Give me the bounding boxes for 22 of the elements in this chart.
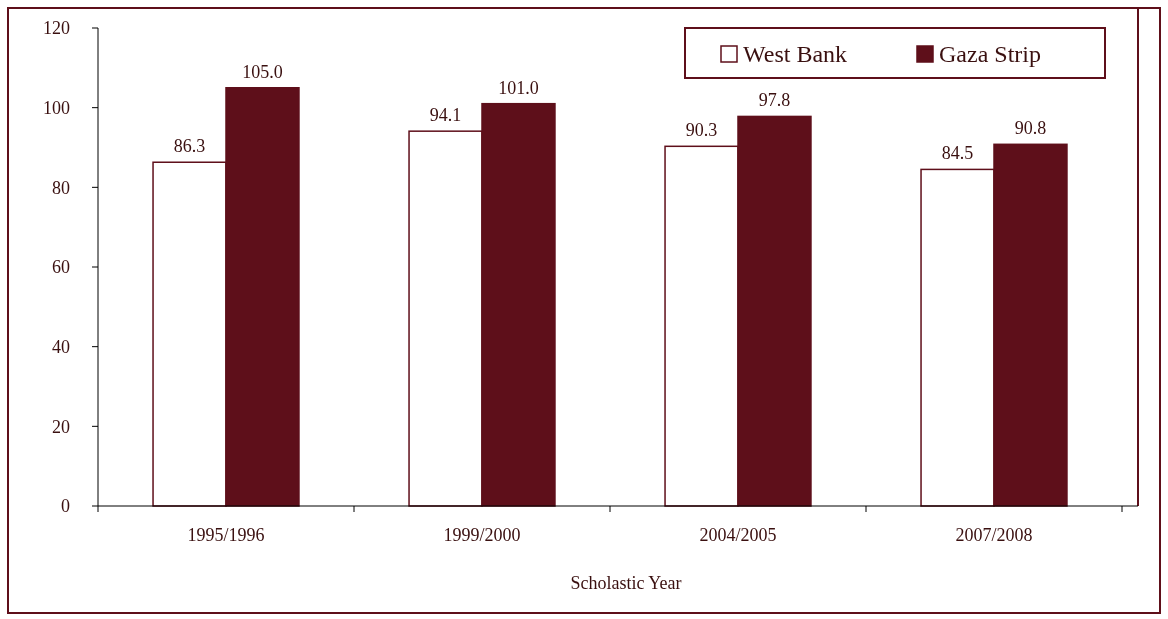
legend-label: Gaza Strip	[939, 41, 1041, 68]
data-label: 90.8	[1014, 118, 1047, 139]
y-tick-label: 40	[52, 336, 70, 357]
data-label: 84.5	[941, 143, 974, 164]
data-label: 86.3	[173, 136, 206, 157]
y-tick-label: 80	[52, 177, 70, 198]
y-tick-label: 20	[52, 416, 70, 437]
data-label: 90.3	[685, 120, 718, 141]
x-tick-label: 2007/2008	[955, 525, 1033, 545]
x-tick-label: 2004/2005	[699, 525, 777, 545]
x-axis-title: Scholastic Year	[570, 573, 682, 593]
legend-label: West Bank	[743, 41, 848, 68]
y-tick-label: 60	[52, 257, 70, 278]
y-tick-label: 0	[61, 496, 70, 517]
y-tick-label: 120	[43, 18, 70, 39]
x-tick-label: 1999/2000	[443, 525, 521, 545]
data-label: 94.1	[429, 105, 462, 126]
data-label: 101.0	[498, 77, 539, 98]
x-tick-label: 1995/1996	[187, 525, 265, 545]
y-tick-label: 100	[43, 97, 70, 118]
data-label: 97.8	[758, 90, 791, 111]
data-label: 105.0	[242, 61, 283, 82]
